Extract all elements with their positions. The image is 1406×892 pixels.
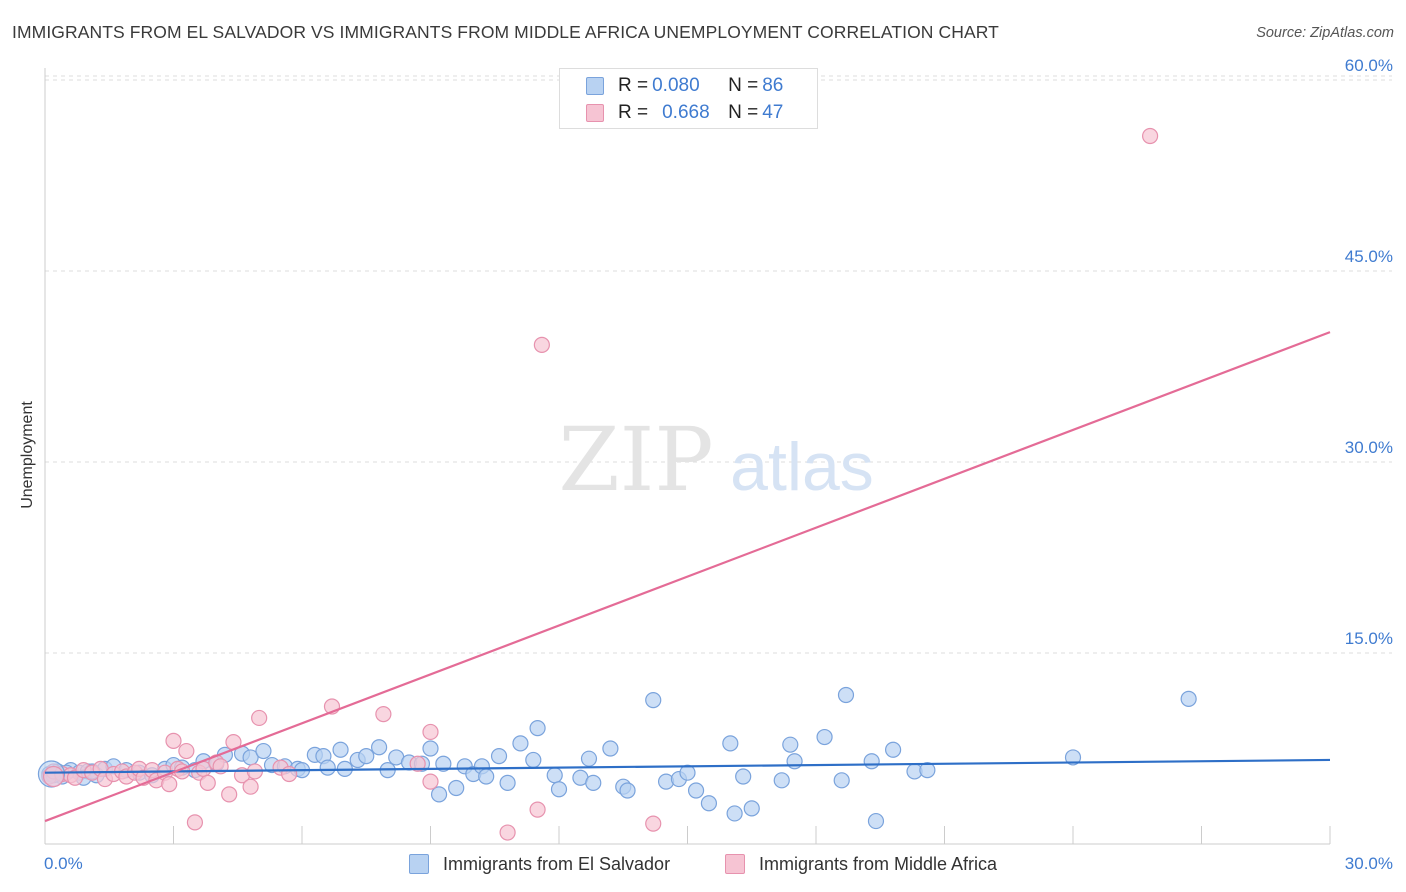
y-tick-label: 60.0% xyxy=(1345,56,1393,75)
data-point xyxy=(375,706,392,723)
data-point xyxy=(242,778,259,795)
data-point xyxy=(722,735,739,752)
stats-legend: R = 0.080 N = 86 R = 0.668 N = 47 xyxy=(559,68,818,129)
legend-item-el-salvador: Immigrants from El Salvador xyxy=(409,851,670,877)
data-point xyxy=(1141,127,1159,145)
data-point xyxy=(525,751,542,769)
data-point xyxy=(422,773,439,790)
legend-label: Immigrants from Middle Africa xyxy=(759,853,998,874)
data-point xyxy=(512,735,529,752)
data-point xyxy=(371,739,388,756)
data-point xyxy=(319,759,336,776)
data-point xyxy=(833,772,850,789)
watermark-zip: ZIP xyxy=(558,408,713,511)
data-point xyxy=(448,779,465,797)
data-point xyxy=(529,801,546,818)
x-tick-label: 30.0% xyxy=(1345,854,1393,873)
watermark-atlas: atlas xyxy=(730,429,874,505)
data-point xyxy=(580,750,598,767)
data-point xyxy=(430,786,448,803)
data-point xyxy=(919,762,936,779)
data-point xyxy=(546,767,563,784)
tick-labels: 15.0% 30.0% 45.0% 60.0% 0.0% 30.0% xyxy=(44,56,1393,873)
data-point xyxy=(645,815,662,832)
data-point xyxy=(773,772,790,789)
legend-label: Immigrants from El Salvador xyxy=(443,853,671,874)
data-point xyxy=(602,740,619,757)
r-label: R = xyxy=(618,75,649,96)
data-point xyxy=(161,776,178,793)
pink-swatch-icon xyxy=(586,104,604,122)
data-point xyxy=(782,736,799,753)
data-point xyxy=(178,742,195,760)
data-point xyxy=(619,782,636,799)
data-point-cluster xyxy=(42,765,65,788)
data-point xyxy=(585,774,602,791)
data-point xyxy=(499,824,516,841)
gridlines xyxy=(45,75,1392,654)
trend-line-middle-africa xyxy=(44,331,1331,823)
source-label: Source: ZipAtlas.com xyxy=(1256,25,1394,41)
r-label: R = xyxy=(618,102,649,123)
x-tick-label: 0.0% xyxy=(44,854,83,873)
chart-title: IMMIGRANTS FROM EL SALVADOR VS IMMIGRANT… xyxy=(12,22,999,42)
data-point xyxy=(221,786,238,803)
data-point xyxy=(533,336,550,353)
data-point xyxy=(550,781,568,798)
blue-swatch-icon xyxy=(586,77,604,95)
data-point xyxy=(422,740,439,757)
data-point xyxy=(255,742,272,760)
data-point xyxy=(358,748,375,765)
n-label: N = xyxy=(728,75,759,96)
data-point xyxy=(743,800,760,817)
data-point xyxy=(726,805,743,822)
data-point xyxy=(700,795,718,812)
data-point xyxy=(1064,749,1082,766)
data-point xyxy=(816,728,833,746)
data-point xyxy=(435,755,452,772)
data-point xyxy=(863,753,880,770)
stats-legend-row-middle-africa: R = 0.668 N = 47 xyxy=(560,100,783,126)
data-point xyxy=(679,764,696,781)
data-point xyxy=(409,755,426,772)
y-tick-label: 30.0% xyxy=(1345,438,1393,457)
data-point xyxy=(867,812,885,830)
data-point xyxy=(884,741,902,758)
axes xyxy=(44,68,1331,845)
blue-swatch-icon xyxy=(409,854,429,874)
data-point xyxy=(332,741,349,758)
trend-line-el-salvador xyxy=(44,758,1331,774)
data-point xyxy=(1180,690,1197,707)
data-point xyxy=(165,732,182,749)
data-point xyxy=(645,692,662,709)
data-point xyxy=(499,774,516,791)
stats-legend-row-salvador: R = 0.080 N = 86 xyxy=(560,73,783,99)
r-value: 0.668 xyxy=(662,102,710,123)
legend-item-middle-africa: Immigrants from Middle Africa xyxy=(725,851,997,877)
data-point xyxy=(251,709,268,727)
n-value: 47 xyxy=(762,102,784,123)
data-point xyxy=(478,768,495,785)
trend-lines xyxy=(44,331,1331,823)
data-point xyxy=(529,720,546,737)
data-point xyxy=(687,782,705,799)
y-tick-label: 15.0% xyxy=(1345,629,1393,648)
data-point xyxy=(490,748,508,765)
n-value: 86 xyxy=(762,75,784,96)
data-point xyxy=(186,814,204,831)
r-value: 0.080 xyxy=(652,75,700,96)
n-label: N = xyxy=(728,102,759,123)
pink-swatch-icon xyxy=(725,854,745,874)
data-point xyxy=(422,723,439,741)
data-point xyxy=(281,765,298,783)
data-point xyxy=(735,768,752,785)
data-point xyxy=(786,753,803,770)
data-point xyxy=(199,774,216,791)
y-tick-label: 45.0% xyxy=(1345,247,1393,266)
data-point xyxy=(837,686,855,704)
